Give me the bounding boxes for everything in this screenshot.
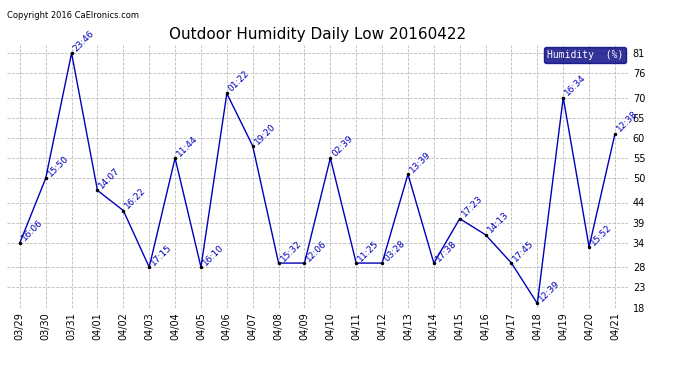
Text: 12:38: 12:38 (615, 109, 640, 134)
Text: 17:38: 17:38 (434, 238, 458, 263)
Text: 15:32: 15:32 (279, 238, 303, 263)
Title: Outdoor Humidity Daily Low 20160422: Outdoor Humidity Daily Low 20160422 (169, 27, 466, 42)
Text: 23:46: 23:46 (72, 28, 96, 53)
Text: 14:13: 14:13 (486, 210, 510, 235)
Text: 13:39: 13:39 (408, 150, 433, 174)
Text: 16:34: 16:34 (563, 73, 588, 98)
Text: 01:22: 01:22 (227, 69, 251, 93)
Text: 15:52: 15:52 (589, 222, 613, 247)
Text: 11:44: 11:44 (175, 134, 199, 158)
Text: Copyright 2016 CaElronics.com: Copyright 2016 CaElronics.com (7, 11, 139, 20)
Text: 11:25: 11:25 (356, 238, 381, 263)
Text: 16:22: 16:22 (124, 186, 148, 211)
Text: 17:23: 17:23 (460, 194, 484, 219)
Text: 15:50: 15:50 (46, 154, 70, 178)
Text: 14:07: 14:07 (97, 166, 122, 190)
Text: 03:28: 03:28 (382, 238, 406, 263)
Legend: Humidity  (%): Humidity (%) (544, 47, 626, 63)
Text: 16:06: 16:06 (20, 218, 44, 243)
Text: 16:10: 16:10 (201, 243, 226, 267)
Text: 12:39: 12:39 (538, 279, 562, 303)
Text: 19:20: 19:20 (253, 122, 277, 146)
Text: 02:39: 02:39 (331, 134, 355, 158)
Text: 12:06: 12:06 (304, 238, 329, 263)
Text: 17:15: 17:15 (149, 243, 174, 267)
Text: 17:45: 17:45 (511, 238, 536, 263)
